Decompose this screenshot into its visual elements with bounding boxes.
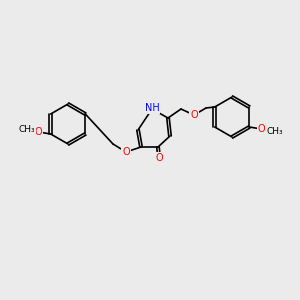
Text: O: O [190, 110, 198, 120]
Text: O: O [35, 127, 43, 137]
Text: O: O [257, 124, 265, 134]
Text: O: O [155, 153, 163, 163]
Text: CH₃: CH₃ [18, 125, 35, 134]
Text: CH₃: CH₃ [266, 127, 283, 136]
Text: NH: NH [145, 103, 159, 113]
Text: O: O [122, 147, 130, 157]
